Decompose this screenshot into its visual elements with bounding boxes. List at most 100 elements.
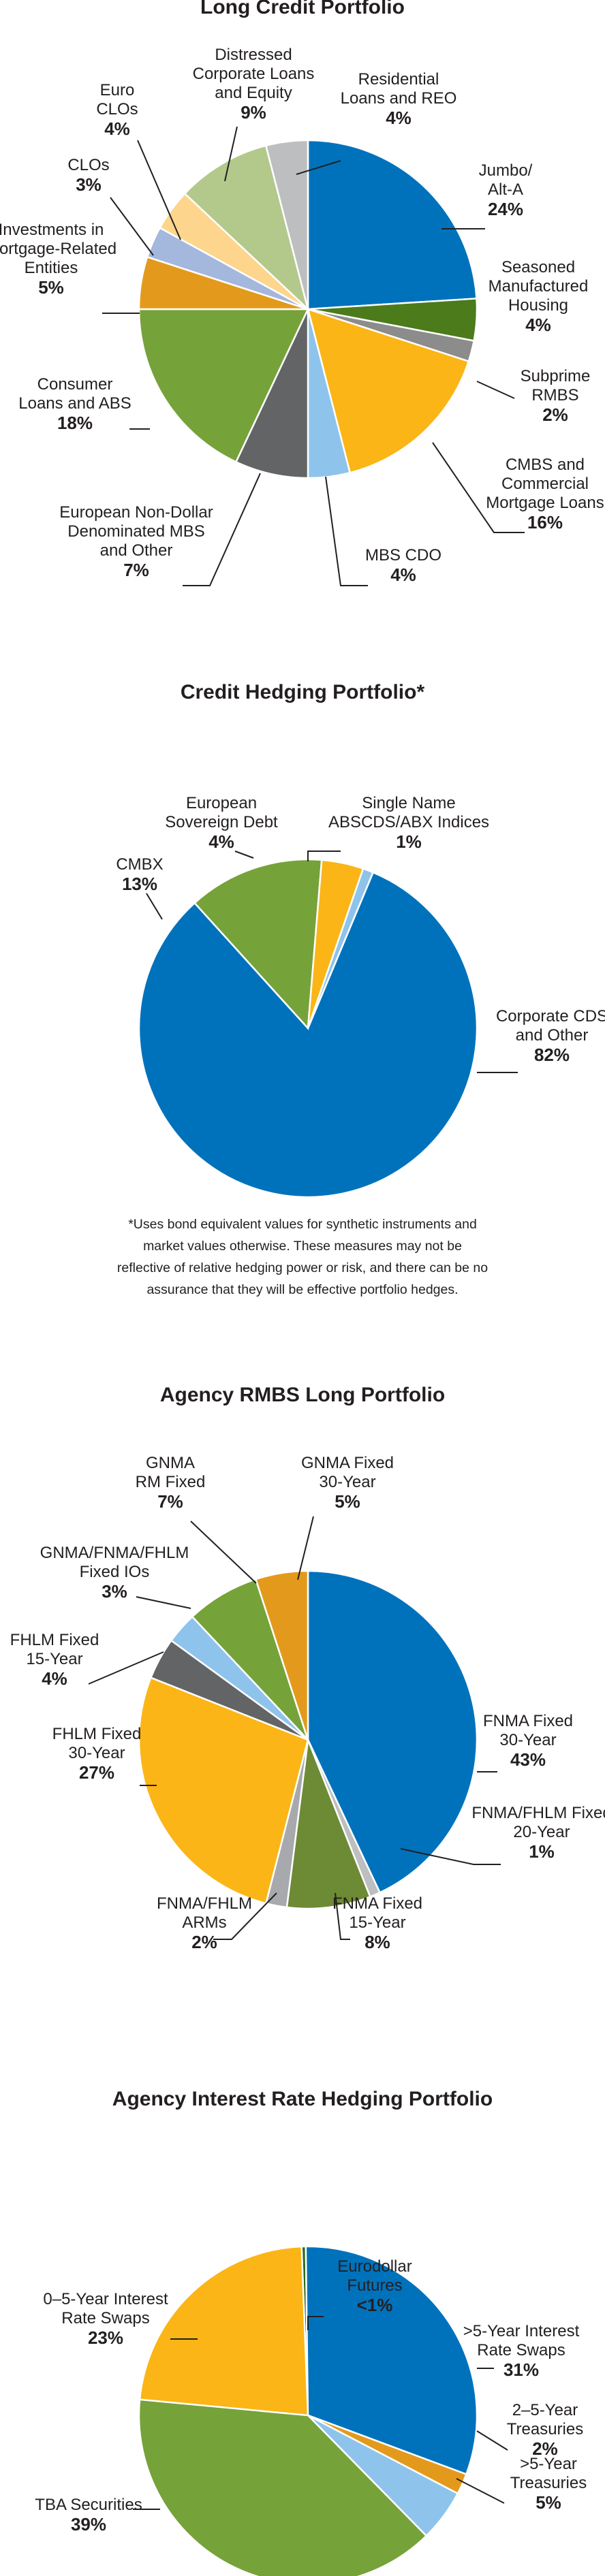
slice-value-label: 5% bbox=[335, 1491, 360, 1512]
slice-value-label: 7% bbox=[123, 560, 149, 580]
slice-label: Futures bbox=[347, 2276, 402, 2295]
slice-value-label: 7% bbox=[157, 1491, 183, 1512]
slice-label: Euro bbox=[100, 81, 135, 99]
slice-label: Jumbo/ bbox=[479, 161, 533, 180]
slice-label: FHLM Fixed bbox=[10, 1631, 99, 1649]
slice-label: MBS CDO bbox=[365, 546, 441, 565]
slice-label: European Non-Dollar bbox=[59, 503, 213, 522]
slice-label: Sovereign Debt bbox=[165, 813, 278, 831]
slice-label: Treasuries bbox=[510, 2474, 587, 2492]
agency-rmbs-pie-chart: FNMA Fixed30-Year43%FNMA/FHLM Fixed20-Ye… bbox=[0, 1355, 605, 1968]
agency-ir-hedging-portfolio-panel: Agency Interest Rate Hedging Portfolio E… bbox=[0, 2036, 605, 2576]
long-credit-portfolio-panel: Long Credit Portfolio Jumbo/Alt-A 24% Seas… bbox=[0, 0, 605, 633]
slice-label: 15-Year bbox=[349, 1913, 405, 1932]
leader-line bbox=[477, 2431, 508, 2450]
slice-label: Manufactured bbox=[488, 277, 589, 296]
slice-label: 20-Year bbox=[513, 1823, 570, 1841]
slice-label: Corporate CDS bbox=[496, 1007, 605, 1025]
slice-label: Mortgage-Related bbox=[0, 240, 117, 258]
footnote: *Uses bond equivalent values for synthet… bbox=[116, 1213, 489, 1301]
slice-label: FNMA Fixed bbox=[483, 1712, 573, 1730]
slice-value-label: 13% bbox=[122, 874, 157, 894]
slice-label: CLOs bbox=[96, 100, 138, 118]
leader-line bbox=[138, 140, 181, 240]
slice-value-label: 3% bbox=[76, 174, 102, 195]
slice-label: Rate Swaps bbox=[61, 2309, 149, 2327]
slice-value-label: 4% bbox=[525, 315, 551, 335]
credit-hedging-portfolio-panel: Credit Hedging Portfolio* Corporate CDS a… bbox=[0, 654, 605, 1321]
slice-value-label: 18% bbox=[57, 413, 93, 433]
slice-value-label: 4% bbox=[208, 831, 234, 852]
slice-value-label: 43% bbox=[510, 1749, 546, 1770]
slice-label: FNMA/FHLM bbox=[157, 1894, 252, 1913]
slice-value-label: 16% bbox=[527, 512, 563, 532]
slice-label: Commercial bbox=[501, 475, 589, 493]
slice-label: TBA Securities bbox=[35, 2496, 142, 2514]
slice-label: and Other bbox=[516, 1026, 589, 1045]
slice-label: 0–5-Year Interest bbox=[43, 2290, 168, 2308]
slice-label: Loans and ABS bbox=[18, 394, 131, 413]
slice-label: CMBX bbox=[116, 855, 163, 874]
leader-line bbox=[191, 1521, 256, 1583]
slice-label: GNMA Fixed bbox=[301, 1454, 394, 1472]
slice-value-label: 1% bbox=[529, 1841, 555, 1862]
slice-value-label: 24% bbox=[488, 199, 523, 219]
slice-value-label: 4% bbox=[104, 118, 130, 139]
leader-line bbox=[146, 893, 162, 919]
slice-label: CLOs bbox=[67, 156, 109, 174]
slice-label: 30-Year bbox=[68, 1744, 125, 1762]
slice-value-label: 4% bbox=[386, 108, 412, 128]
slice-label: Denominated MBS bbox=[67, 522, 204, 541]
leader-line bbox=[477, 381, 514, 398]
pie-slices bbox=[139, 1571, 477, 1909]
slice-label: European bbox=[186, 794, 257, 812]
leader-line bbox=[136, 1597, 191, 1608]
slice-label: Entities bbox=[25, 259, 78, 277]
slice-label: ABSCDS/ABX Indices bbox=[328, 813, 489, 831]
slice-value-label: 82% bbox=[534, 1045, 570, 1065]
slice-value-label: 5% bbox=[38, 277, 64, 298]
slice-value-label: 9% bbox=[241, 102, 266, 123]
leader-line bbox=[456, 2479, 504, 2503]
agency-rmbs-long-portfolio-panel: Agency RMBS Long Portfolio FNMA Fixed 30-… bbox=[0, 1355, 605, 1968]
slice-label: CMBS and bbox=[506, 456, 585, 474]
slice-label: FHLM Fixed bbox=[52, 1725, 142, 1743]
leader-line bbox=[326, 477, 368, 586]
slice-value-label: 2% bbox=[542, 404, 568, 425]
leader-line bbox=[235, 851, 253, 858]
pie-slices bbox=[139, 2246, 477, 2576]
slice-label: Distressed bbox=[215, 46, 292, 64]
slice-label: 15-Year bbox=[26, 1650, 82, 1668]
pie-slice bbox=[308, 140, 477, 309]
slice-label: Seasoned bbox=[501, 258, 575, 276]
slice-label: and Other bbox=[100, 541, 173, 560]
slice-label: Eurodollar bbox=[337, 2257, 412, 2276]
slice-label: Fixed IOs bbox=[80, 1563, 150, 1581]
slice-value-label: 27% bbox=[79, 1762, 114, 1783]
slice-label: >5-Year bbox=[520, 2455, 577, 2473]
slice-label: GNMA/FNMA/FHLM bbox=[40, 1544, 189, 1562]
slice-label: GNMA bbox=[146, 1454, 195, 1472]
slice-label: 30-Year bbox=[319, 1473, 375, 1491]
slice-value-label: 5% bbox=[536, 2492, 561, 2513]
slice-label: Loans and REO bbox=[341, 89, 457, 108]
slice-value-label: 2% bbox=[191, 1932, 217, 1952]
slice-label: FNMA Fixed bbox=[332, 1894, 422, 1913]
slice-label: Subprime bbox=[521, 367, 591, 385]
slice-label: Alt-A bbox=[488, 180, 523, 199]
pie-slices bbox=[139, 140, 477, 478]
slice-value-label: 1% bbox=[396, 831, 422, 852]
slice-label: Investments in bbox=[0, 221, 104, 239]
slice-value-label: 39% bbox=[71, 2514, 106, 2534]
pie-slices bbox=[139, 859, 477, 1197]
long-credit-pie-chart: Jumbo/Alt-A24% SeasonedManufacturedHousin… bbox=[0, 0, 605, 633]
slice-value-label: 23% bbox=[88, 2327, 123, 2348]
slice-label: Housing bbox=[508, 296, 568, 315]
slice-label: ARMs bbox=[182, 1913, 226, 1932]
slice-label: 2–5-Year bbox=[512, 2401, 578, 2419]
slice-label: >5-Year Interest bbox=[463, 2322, 580, 2340]
slice-label: Rate Swaps bbox=[477, 2341, 565, 2359]
slice-label: Corporate Loans bbox=[193, 65, 315, 83]
